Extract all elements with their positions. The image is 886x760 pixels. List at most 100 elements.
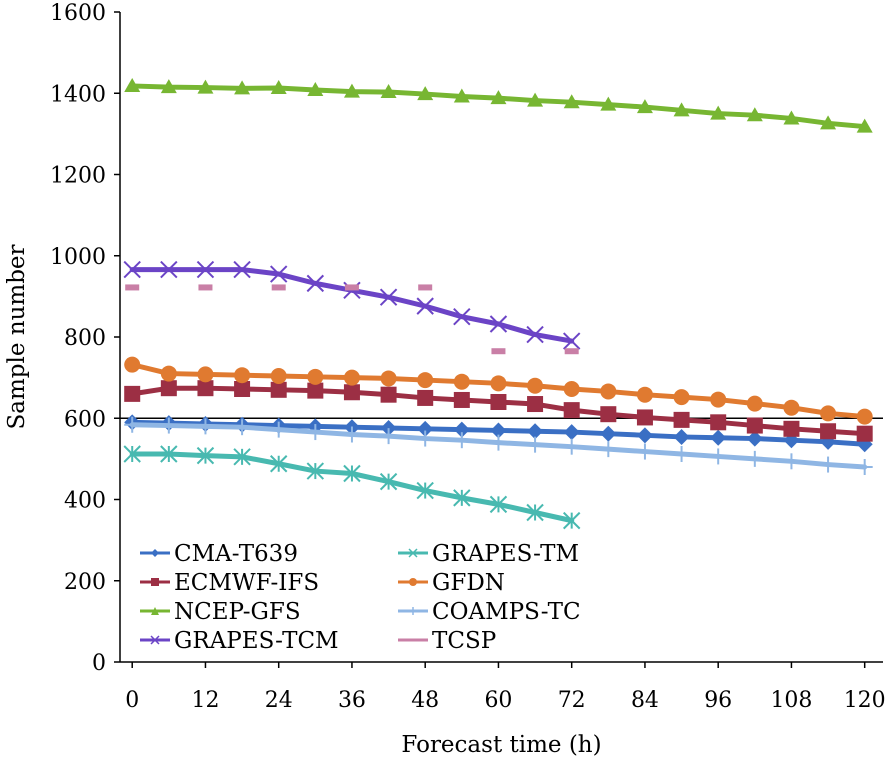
data-point-grapes-tm (453, 489, 471, 507)
data-point-ncep-gfs (783, 110, 800, 125)
marker-stroke (562, 332, 581, 350)
data-point-grapes-tm (196, 446, 215, 465)
data-point-grapes-tm (343, 464, 361, 483)
series-tcsp (125, 284, 579, 355)
legend-marker (151, 578, 159, 586)
data-point-gfdn (710, 391, 727, 408)
legend-label: GRAPES-TCM (174, 628, 339, 654)
data-point-ncep-gfs (746, 107, 763, 122)
series-grapes-tcm (123, 260, 581, 350)
data-point-ecmwf-ifs (746, 417, 763, 434)
data-point-gfdn (124, 356, 141, 373)
data-point-ecmwf-ifs (600, 406, 617, 423)
data-point-coamps-tc (783, 453, 800, 470)
data-point-ecmwf-ifs (783, 420, 800, 437)
data-point-gfdn (856, 408, 873, 425)
data-point-grapes-tcm (233, 260, 251, 279)
data-point-ncep-gfs (343, 83, 360, 98)
data-point-gfdn (600, 383, 617, 400)
data-point-grapes-tcm (416, 297, 434, 315)
data-point-ncep-gfs (197, 79, 214, 94)
data-point-gfdn (783, 399, 800, 416)
data-point-ecmwf-ifs (710, 414, 727, 431)
data-point-tcsp (344, 284, 359, 291)
data-point-coamps-tc (234, 419, 251, 436)
legend-item-ecmwf-ifs: ECMWF-IFS (140, 570, 319, 596)
data-point-cma-t639 (600, 425, 617, 442)
data-point-coamps-tc (124, 416, 141, 433)
data-point-coamps-tc (820, 456, 837, 473)
legend-label: NCEP-GFS (174, 599, 301, 625)
series-gfdn (124, 356, 873, 425)
legend-item-coamps-tc: COAMPS-TC (398, 599, 581, 625)
marker-stroke (453, 307, 471, 326)
legend-marker (408, 548, 418, 558)
data-point-grapes-tm (160, 445, 178, 463)
data-point-coamps-tc (417, 430, 434, 447)
data-point-ncep-gfs (307, 82, 324, 96)
data-point-ecmwf-ifs (453, 391, 470, 408)
data-point-ncep-gfs (234, 80, 251, 95)
data-point-ncep-gfs (380, 84, 397, 99)
data-point-ecmwf-ifs (343, 384, 360, 401)
data-point-ncep-gfs (710, 105, 727, 120)
data-point-coamps-tc (453, 432, 470, 449)
marker-stroke (233, 260, 251, 279)
data-point-grapes-tcm (562, 332, 581, 350)
data-point-ncep-gfs (673, 102, 690, 117)
data-point-ecmwf-ifs (197, 380, 214, 397)
y-axis-title: Sample number (4, 244, 30, 429)
data-point-coamps-tc (490, 434, 507, 451)
data-point-ecmwf-ifs (673, 411, 690, 428)
x-tick-label: 12 (191, 688, 219, 713)
data-point-ecmwf-ifs (563, 402, 580, 419)
x-tick-label: 120 (844, 688, 886, 713)
data-point-coamps-tc (270, 421, 287, 438)
data-point-cma-t639 (746, 430, 763, 447)
data-point-gfdn (307, 368, 324, 385)
x-tick-label: 108 (770, 688, 812, 713)
data-point-cma-t639 (453, 421, 470, 438)
x-tick-label: 24 (265, 688, 293, 713)
data-point-cma-t639 (636, 427, 653, 444)
y-tick-label: 1400 (50, 82, 106, 107)
data-point-cma-t639 (710, 429, 727, 446)
data-point-tcsp (418, 284, 433, 291)
data-point-cma-t639 (563, 424, 580, 441)
marker-stroke (526, 325, 544, 344)
legend-label: COAMPS-TC (432, 599, 581, 625)
marker-stroke (306, 274, 325, 293)
x-axis-title: Forecast time (h) (401, 732, 601, 758)
y-tick-label: 600 (64, 407, 106, 432)
data-point-coamps-tc (746, 450, 763, 467)
data-point-tcsp (271, 284, 286, 291)
data-point-ncep-gfs (856, 118, 873, 133)
data-point-coamps-tc (380, 428, 397, 445)
data-point-grapes-tcm (453, 307, 471, 326)
data-point-coamps-tc (673, 446, 690, 462)
legend-marker (150, 635, 160, 645)
data-point-gfdn (527, 377, 544, 394)
data-point-gfdn (160, 365, 177, 382)
legend-item-tcsp: TCSP (398, 628, 496, 654)
data-point-gfdn (490, 375, 507, 392)
data-point-ecmwf-ifs (856, 425, 873, 442)
y-tick-label: 0 (92, 651, 106, 676)
x-tick-label: 48 (411, 688, 439, 713)
x-tick-label: 0 (125, 688, 139, 713)
legend-item-gfdn: GFDN (398, 570, 505, 596)
legend-item-cma-t639: CMA-T639 (140, 541, 298, 567)
data-point-gfdn (820, 405, 837, 422)
data-point-gfdn (636, 386, 653, 403)
x-tick-label: 72 (558, 688, 586, 713)
x-tick-label: 60 (484, 688, 512, 713)
legend-label: GFDN (432, 570, 505, 596)
y-tick-label: 200 (64, 570, 106, 595)
data-point-ecmwf-ifs (490, 394, 507, 410)
data-point-coamps-tc (636, 443, 653, 460)
legend-label: ECMWF-IFS (174, 570, 319, 596)
data-point-ecmwf-ifs (234, 381, 251, 397)
data-point-coamps-tc (600, 441, 617, 458)
y-tick-label: 400 (64, 489, 106, 514)
marker-stroke (123, 260, 141, 279)
